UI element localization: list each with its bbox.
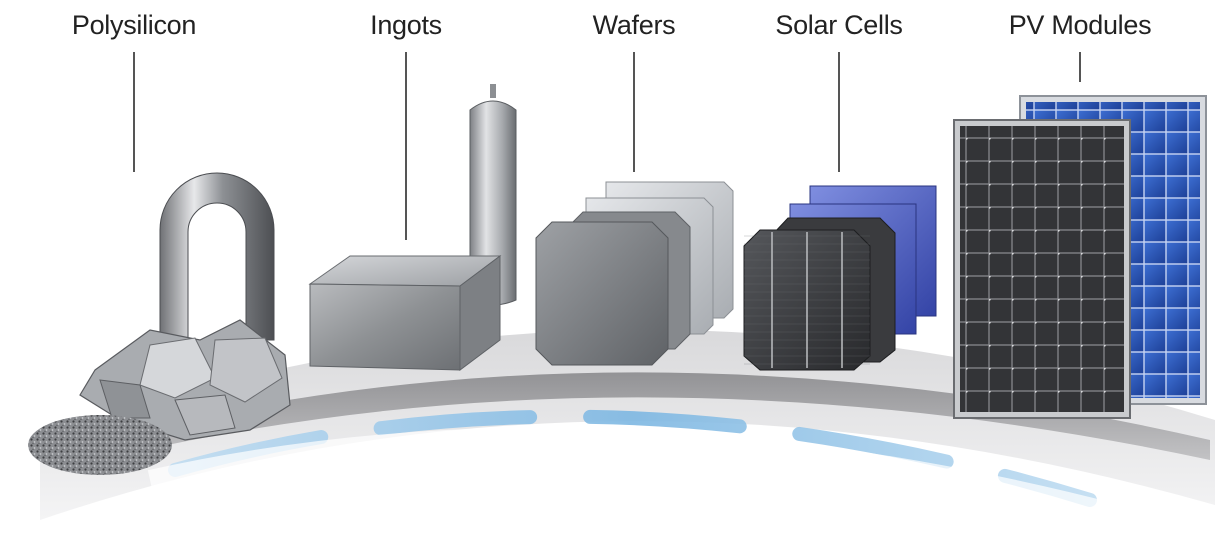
stage-label-polysilicon: Polysilicon bbox=[71, 10, 197, 40]
solar-cells-illustration bbox=[743, 185, 937, 371]
polysilicon-illustration bbox=[28, 172, 291, 475]
wafers-illustration bbox=[535, 181, 734, 366]
stage-label-ingots: Ingots bbox=[370, 10, 442, 40]
platform bbox=[40, 329, 1215, 525]
leader-lines bbox=[133, 52, 1081, 240]
ingots-illustration bbox=[308, 84, 517, 371]
stage-label-solar-cells: Solar Cells bbox=[775, 10, 903, 40]
stage-label-wafers: Wafers bbox=[592, 10, 676, 40]
stage-label-pv-modules: PV Modules bbox=[1008, 10, 1152, 40]
pv-modules-illustration bbox=[953, 95, 1207, 419]
